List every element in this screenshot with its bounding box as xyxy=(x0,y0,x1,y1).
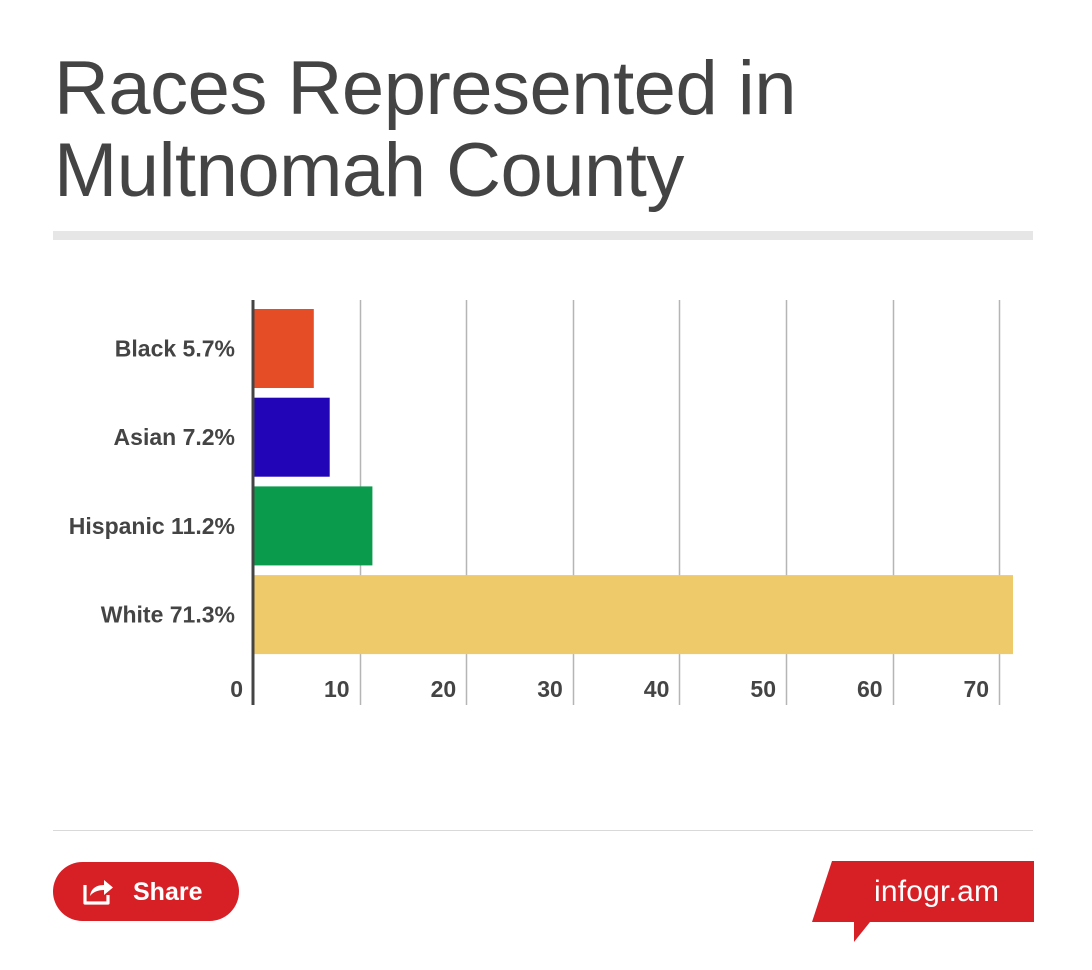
bar-black xyxy=(253,309,314,388)
category-label-black: Black 5.7% xyxy=(115,336,235,362)
brand-label: infogr.am xyxy=(874,875,1000,908)
x-tick-label-20: 20 xyxy=(431,676,457,702)
x-tick-label-40: 40 xyxy=(644,676,670,702)
share-button[interactable]: Share xyxy=(53,862,239,921)
share-label: Share xyxy=(133,878,203,906)
brand-flag-shape xyxy=(812,861,1034,942)
x-tick-label-70: 70 xyxy=(964,676,990,702)
bar-asian xyxy=(253,397,330,477)
chart-title: Races Represented in Multnomah County xyxy=(54,46,796,213)
x-tick-label-0: 0 xyxy=(230,676,243,702)
category-label-white: White 71.3% xyxy=(101,602,235,628)
infogram-logo-link[interactable]: infogr.am xyxy=(812,861,1034,943)
category-label-hispanic: Hispanic 11.2% xyxy=(69,513,235,539)
bar-chart: Black 5.7% Asian 7.2% Hispanic 11.2% White … xyxy=(69,300,1013,705)
x-tick-label-30: 30 xyxy=(537,676,563,702)
title-divider xyxy=(53,231,1033,240)
x-tick-label-60: 60 xyxy=(857,676,883,702)
bar-white xyxy=(253,575,1013,655)
x-tick-label-10: 10 xyxy=(324,676,350,702)
x-tick-label-50: 50 xyxy=(750,676,776,702)
share-icon xyxy=(83,880,113,905)
footer-divider xyxy=(53,830,1033,831)
bar-hispanic xyxy=(253,486,373,566)
category-label-asian: Asian 7.2% xyxy=(114,424,235,450)
